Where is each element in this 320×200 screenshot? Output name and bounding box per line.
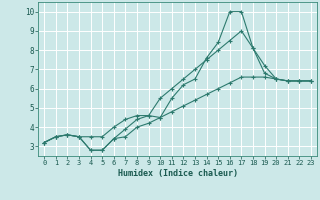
X-axis label: Humidex (Indice chaleur): Humidex (Indice chaleur) [118, 169, 238, 178]
